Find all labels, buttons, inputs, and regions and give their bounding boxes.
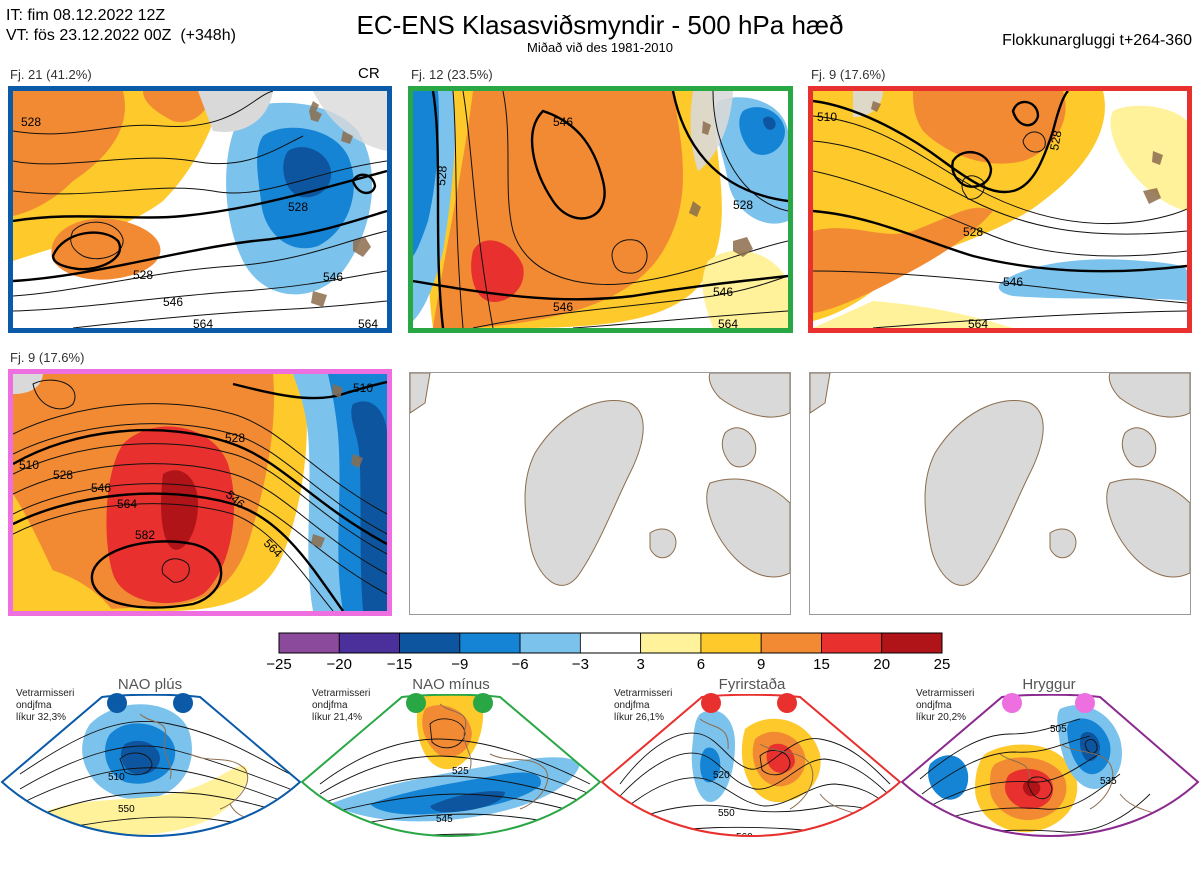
regime-note-nao-plus: Vetrarmisseri ondjfma líkur 32,3%: [16, 688, 75, 723]
cluster-map-2: 528 546 546 564 546 528: [408, 86, 793, 333]
cluster-map-1: 528 528 546 564 564 546 528: [8, 86, 392, 333]
valid-time: VT: fös 23.12.2022 00Z (+348h): [6, 27, 236, 44]
cluster-1-contour-label: 546: [163, 295, 183, 309]
regime-dot-ridge-left: [1002, 693, 1022, 713]
regime-dot-nao-minus-right: [473, 693, 493, 713]
cluster-2-label: Fj. 12 (23.5%): [411, 67, 493, 82]
regime-3-contour-label: 560: [736, 832, 753, 843]
regime-note-ridge: Vetrarmisseri ondjfma líkur 20,2%: [916, 688, 975, 723]
cluster-4-contour-label: 546: [91, 481, 111, 495]
colorbar-tick-label: −6: [511, 656, 529, 673]
cluster-3-contour-label: 510: [817, 110, 837, 124]
colorbar-tick-label: 20: [873, 656, 891, 673]
regime-note-nao-minus: Vetrarmisseri ondjfma líkur 21,4%: [312, 688, 371, 723]
cluster-4-label: Fj. 9 (17.6%): [10, 350, 85, 365]
cluster-3-contour-label: 528: [963, 225, 983, 239]
regime-1-contour-label: 550: [118, 804, 135, 815]
regime-map-nao-minus: 525 545 565: [302, 694, 600, 861]
cluster-3-contour-label: 528: [1047, 129, 1064, 151]
regime-dot-ridge-right: [1075, 693, 1095, 713]
regime-dot-nao-plus-left: [107, 693, 127, 713]
colorbar-tick-label: −25: [266, 656, 292, 673]
regime-2-contour-label: 545: [436, 814, 453, 825]
regime-2-contour-label: 565: [446, 850, 463, 861]
colorbar-tick-label: −15: [386, 656, 413, 673]
cluster-2-contour-label: 546: [553, 300, 573, 314]
regime-4-contour-label: 505: [1050, 724, 1067, 735]
regime-dot-nao-minus-left: [406, 693, 426, 713]
colorbar-tick-label: 15: [813, 656, 830, 673]
cluster-1-tag: CR: [358, 65, 380, 82]
cluster-1-contour-label: 546: [323, 270, 343, 284]
regime-maps: 510 550 525 545 565: [0, 694, 1200, 861]
regime-title-nao-minus: NAO mínus: [412, 676, 490, 693]
regime-title-ridge: Hryggur: [1022, 676, 1076, 693]
colorbar-swatch: [338, 632, 400, 654]
regime-dot-blocking-left: [701, 693, 721, 713]
cluster-1-label: Fj. 21 (41.2%): [10, 67, 92, 82]
cluster-1-contour-label: 564: [193, 317, 213, 328]
empty-map-5: [409, 372, 791, 615]
colorbar-tick-label: −3: [571, 656, 589, 673]
cluster-4-contour-label: 528: [53, 468, 73, 482]
run-info: IT: fim 08.12.2022 12Z VT: fös 23.12.202…: [6, 6, 236, 46]
cluster-1-contour-label: 528: [21, 115, 41, 129]
cluster-4-contour-label: 510: [19, 458, 39, 472]
cluster-1-contour-label: 564: [358, 317, 378, 328]
cluster-3-label: Fj. 9 (17.6%): [811, 67, 886, 82]
regime-title-blocking: Fyrirstaða: [718, 676, 786, 693]
cluster-3-contour-label: 564: [968, 317, 988, 328]
colorbar-swatch: [399, 632, 461, 654]
regime-title-nao-plus: NAO plús: [117, 676, 183, 693]
colorbar-swatch: [700, 632, 762, 654]
colorbar-tick-label: 3: [636, 656, 645, 673]
regime-dot-blocking-right: [777, 693, 797, 713]
cluster-1-contour-label: 528: [288, 200, 308, 214]
cluster-2-contour-label: 546: [713, 285, 733, 299]
regime-4-contour-label: 535: [1100, 776, 1117, 787]
regime-3-contour-label: 550: [718, 808, 735, 819]
regime-3-contour-label: 520: [713, 770, 730, 781]
colorbar-tick-label: 9: [757, 656, 766, 673]
colorbar: [278, 632, 943, 654]
colorbar-swatch: [278, 632, 340, 654]
colorbar-swatch: [640, 632, 702, 654]
colorbar-tick-label: 6: [696, 656, 706, 673]
cluster-2-contour-label: 564: [718, 317, 738, 328]
cluster-2-contour-label: 528: [434, 165, 450, 186]
page-title: EC-ENS Klasasviðsmyndir - 500 hPa hæð: [356, 10, 844, 40]
regime-1-contour-label: 510: [108, 772, 125, 783]
colorbar-swatch: [881, 632, 943, 654]
classification-window: Flokkunargluggi t+264-360: [1002, 32, 1192, 49]
empty-map-6: [809, 372, 1191, 615]
regime-note-blocking: Vetrarmisseri ondjfma líkur 26,1%: [614, 688, 673, 723]
regime-dot-nao-plus-right: [173, 693, 193, 713]
page-subtitle: Miðað við des 1981-2010: [527, 40, 673, 55]
cluster-1-contour-label: 528: [133, 268, 153, 282]
regime-2-contour-label: 525: [452, 766, 469, 777]
cluster-map-4: 510 528 546 564 582 528 546 564 510: [8, 369, 392, 616]
regime-map-blocking: 520 550 560: [602, 694, 900, 843]
cluster-2-contour-label: 528: [733, 198, 753, 212]
cluster-4-contour-label: 510: [353, 381, 373, 395]
cluster-4-contour-label: 528: [225, 431, 245, 445]
colorbar-swatch: [760, 632, 822, 654]
cluster-2-contour-label: 546: [553, 115, 573, 129]
initial-time: IT: fim 08.12.2022 12Z: [6, 7, 166, 24]
regime-map-ridge: 505 535 560: [902, 694, 1198, 847]
colorbar-tick-label: −20: [326, 656, 352, 673]
regime-map-nao-plus: 510 550: [2, 694, 300, 836]
colorbar-swatch: [459, 632, 521, 654]
cluster-map-3: 510 528 546 564 528: [808, 86, 1192, 333]
colorbar-swatch: [519, 632, 581, 654]
cluster-4-contour-label: 582: [135, 528, 155, 542]
regime-4-contour-label: 560: [1092, 836, 1109, 847]
colorbar-swatch: [579, 632, 642, 654]
colorbar-swatch: [821, 632, 883, 654]
cluster-4-contour-label: 564: [117, 497, 137, 511]
colorbar-tick-label: 25: [933, 656, 951, 673]
cluster-3-contour-label: 546: [1003, 275, 1023, 289]
colorbar-tick-label: −9: [451, 656, 469, 673]
